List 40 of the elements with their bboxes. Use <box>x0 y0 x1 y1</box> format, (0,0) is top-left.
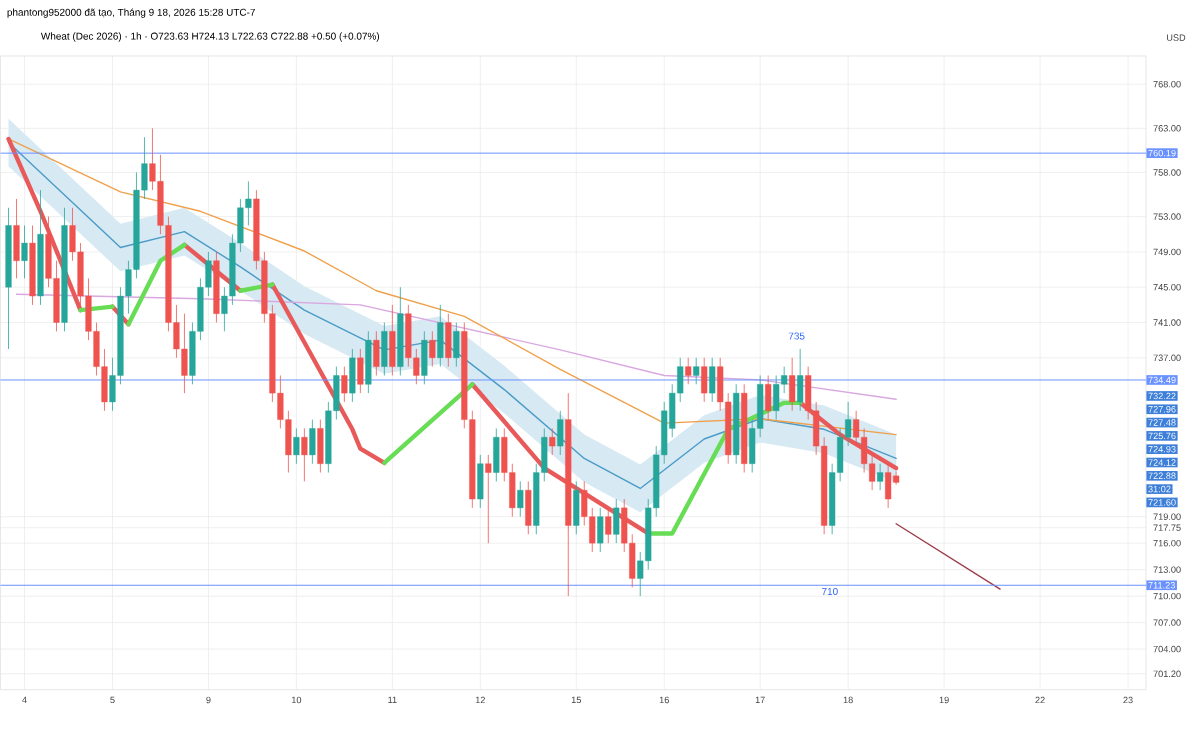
candlestick <box>597 507 604 553</box>
candlestick <box>381 322 388 377</box>
candlestick <box>517 481 524 518</box>
candlestick <box>389 304 396 377</box>
candlestick <box>341 366 348 403</box>
candlestick <box>493 428 500 482</box>
candlestick <box>437 304 444 368</box>
candlestick <box>765 375 772 421</box>
candlestick <box>349 348 356 403</box>
candlestick <box>693 357 700 385</box>
line-series <box>270 282 387 466</box>
candlestick <box>701 357 708 403</box>
candlestick <box>405 304 412 368</box>
candlestick <box>373 331 380 377</box>
candlestick <box>685 357 692 385</box>
candlestick <box>789 357 796 412</box>
candlestick <box>309 419 316 465</box>
candlestick <box>573 481 580 535</box>
candlestick <box>549 428 556 456</box>
candlestick <box>525 481 532 535</box>
candlestick <box>21 225 28 279</box>
candlestick <box>613 498 620 544</box>
candlestick <box>477 454 484 509</box>
candlestick <box>13 198 20 279</box>
candlestick <box>357 348 364 394</box>
candlestick <box>317 419 324 474</box>
candlestick <box>445 313 452 368</box>
candlestick <box>485 454 492 544</box>
candlestick <box>301 428 308 482</box>
candlestick <box>709 357 716 403</box>
candlestick <box>797 348 804 412</box>
candlestick <box>181 313 188 394</box>
candlestick <box>429 331 436 368</box>
candlestick <box>453 322 460 368</box>
candlestick <box>421 331 428 385</box>
candlestick <box>365 331 372 394</box>
candlestick <box>877 463 884 491</box>
candlestick <box>773 375 780 421</box>
candlestick <box>293 428 300 465</box>
candlestick <box>557 410 564 456</box>
